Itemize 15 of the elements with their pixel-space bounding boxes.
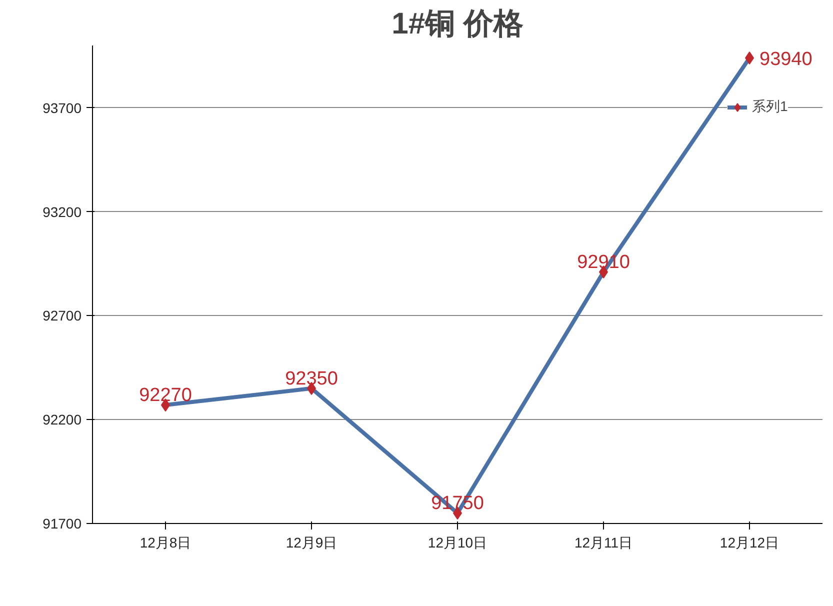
- legend-label: 系列1: [752, 98, 788, 116]
- y-tick-label: 91700: [42, 516, 82, 532]
- x-tick-label: 12月12日: [720, 534, 780, 550]
- y-tick-label: 92700: [42, 308, 82, 324]
- y-tick-label: 93700: [42, 100, 82, 116]
- data-label: 93940: [760, 48, 812, 70]
- data-label: 92270: [139, 385, 192, 406]
- y-tick-label: 92200: [42, 412, 82, 428]
- x-tick-label: 12月8日: [140, 534, 192, 550]
- y-tick-label: 93200: [42, 204, 82, 220]
- x-tick-label: 12月11日: [574, 534, 633, 550]
- chart-title: 1#铜 价格: [392, 8, 524, 40]
- data-label: 92350: [285, 368, 338, 390]
- x-tick-label: 12月9日: [286, 534, 338, 550]
- x-tick-label: 12月10日: [428, 534, 488, 550]
